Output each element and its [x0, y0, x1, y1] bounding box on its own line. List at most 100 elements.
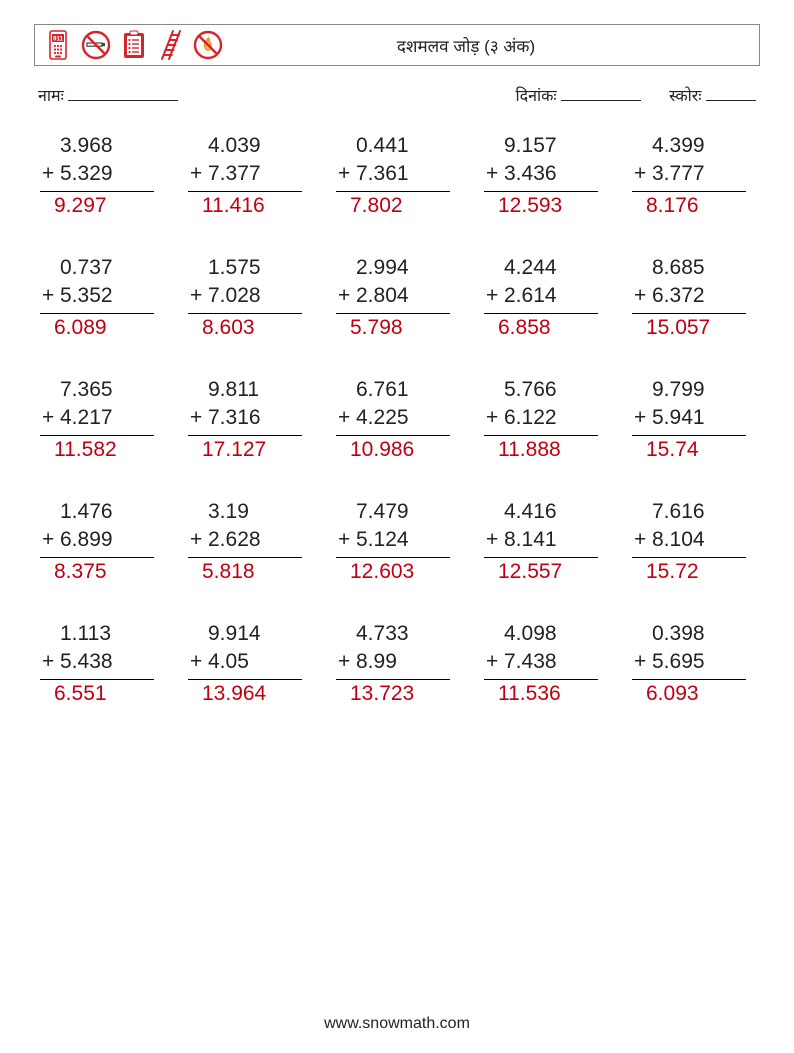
operator: +	[628, 282, 652, 310]
icon-strip: 911	[45, 29, 223, 61]
operator: +	[36, 648, 60, 676]
operand-b: 7.028	[208, 282, 314, 310]
operator: +	[184, 648, 208, 676]
operator: +	[36, 404, 60, 432]
operand-a: 4.039	[208, 132, 314, 160]
operand-b: 5.352	[60, 282, 166, 310]
operand-blank	[332, 376, 356, 404]
operand-blank	[332, 254, 356, 282]
answer: 5.798	[332, 314, 462, 342]
answer: 15.74	[628, 436, 758, 464]
operand-blank	[480, 254, 504, 282]
operand-blank	[184, 132, 208, 160]
meta-score: स्कोरः	[669, 84, 756, 106]
answer: 8.603	[184, 314, 314, 342]
operand-b: 6.899	[60, 526, 166, 554]
operand-a: 4.244	[504, 254, 610, 282]
operator: +	[480, 648, 504, 676]
problem-cell: 7.365+4.21711.582	[36, 376, 166, 464]
problem-cell: 4.733+8.9913.723	[332, 620, 462, 708]
operator: +	[36, 282, 60, 310]
operand-a: 5.766	[504, 376, 610, 404]
operand-b: 7.361	[356, 160, 462, 188]
answer: 11.582	[36, 436, 166, 464]
answer: 7.802	[332, 192, 462, 220]
operand-a: 0.737	[60, 254, 166, 282]
operand-b: 7.316	[208, 404, 314, 432]
answer: 15.72	[628, 558, 758, 586]
operand-a: 9.799	[652, 376, 758, 404]
problem-cell: 7.479+5.12412.603	[332, 498, 462, 586]
problem-cell: 0.398+5.6956.093	[628, 620, 758, 708]
name-line	[68, 84, 178, 101]
operand-b: 8.99	[356, 648, 462, 676]
operand-a: 6.761	[356, 376, 462, 404]
operand-blank	[332, 620, 356, 648]
meta-name: नामः	[38, 84, 515, 106]
operand-b: 7.438	[504, 648, 610, 676]
operand-b: 6.122	[504, 404, 610, 432]
operand-a: 7.365	[60, 376, 166, 404]
operator: +	[184, 160, 208, 188]
answer: 8.176	[628, 192, 758, 220]
name-label: नामः	[38, 88, 64, 105]
problem-cell: 0.441+7.3617.802	[332, 132, 462, 220]
problem-cell: 0.737+5.352 6.089	[36, 254, 166, 342]
operand-a: 4.399	[652, 132, 758, 160]
problem-cell: 9.799+5.94115.74	[628, 376, 758, 464]
operand-b: 2.628	[208, 526, 314, 554]
operand-b: 2.614	[504, 282, 610, 310]
answer: 5.818	[184, 558, 314, 586]
operator: +	[332, 526, 356, 554]
operand-blank	[480, 498, 504, 526]
operand-b: 2.804	[356, 282, 462, 310]
operand-a: 0.398	[652, 620, 758, 648]
operand-b: 4.05	[208, 648, 314, 676]
problem-cell: 4.039+7.37711.416	[184, 132, 314, 220]
operand-a: 9.811	[208, 376, 314, 404]
date-label: दिनांकः	[515, 88, 556, 105]
operator: +	[480, 282, 504, 310]
operator: +	[184, 404, 208, 432]
ladder-icon	[157, 29, 183, 61]
answer: 10.986	[332, 436, 462, 464]
operand-blank	[36, 498, 60, 526]
operand-b: 5.438	[60, 648, 166, 676]
operand-blank	[184, 254, 208, 282]
operand-blank	[628, 620, 652, 648]
problem-cell: 3.968+5.3299.297	[36, 132, 166, 220]
problem-cell: 1.575+7.0288.603	[184, 254, 314, 342]
operand-blank	[480, 376, 504, 404]
date-line	[561, 84, 641, 101]
operand-blank	[184, 498, 208, 526]
operator: +	[628, 526, 652, 554]
operator: +	[36, 160, 60, 188]
operand-blank	[332, 132, 356, 160]
operand-a: 3.19	[208, 498, 314, 526]
operand-b: 7.377	[208, 160, 314, 188]
operator: +	[480, 160, 504, 188]
score-line	[706, 84, 756, 101]
operand-a: 1.476	[60, 498, 166, 526]
problem-cell: 9.157+3.43612.593	[480, 132, 610, 220]
911-phone-icon: 911	[45, 30, 71, 60]
meta-row: नामः दिनांकः स्कोरः	[34, 84, 760, 106]
answer: 6.089	[36, 314, 166, 342]
operator: +	[628, 648, 652, 676]
operand-a: 3.968	[60, 132, 166, 160]
operator: +	[332, 282, 356, 310]
operand-b: 8.141	[504, 526, 610, 554]
answer: 8.375	[36, 558, 166, 586]
problem-cell: 8.685+6.37215.057	[628, 254, 758, 342]
operand-a: 7.616	[652, 498, 758, 526]
operand-blank	[184, 620, 208, 648]
operator: +	[628, 160, 652, 188]
operand-a: 8.685	[652, 254, 758, 282]
no-smoking-icon	[81, 30, 111, 60]
answer: 11.536	[480, 680, 610, 708]
operand-blank	[332, 498, 356, 526]
answer: 12.557	[480, 558, 610, 586]
answer: 13.964	[184, 680, 314, 708]
answer: 13.723	[332, 680, 462, 708]
operand-a: 9.157	[504, 132, 610, 160]
